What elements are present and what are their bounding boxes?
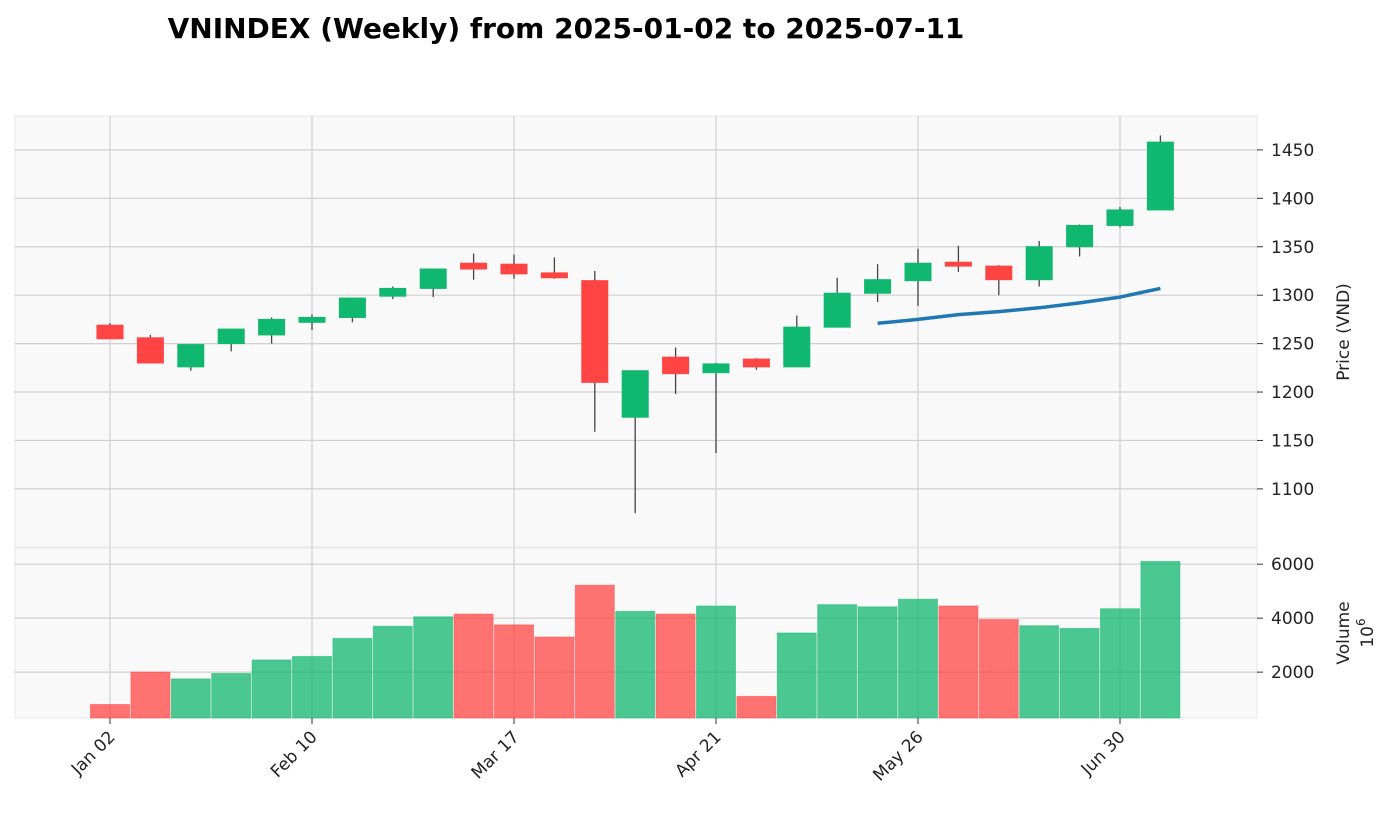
candle-body: [217, 328, 245, 345]
candle-body: [864, 279, 892, 294]
volume-bar: [736, 695, 777, 719]
volume-y-tick-label: 6000: [1271, 555, 1314, 575]
volume-bar: [130, 671, 171, 719]
candle-body: [298, 316, 326, 323]
candle-body: [338, 297, 366, 318]
volume-bar: [817, 604, 858, 719]
candle-body: [460, 262, 488, 270]
volume-bar: [898, 598, 938, 719]
volume-bar: [857, 606, 898, 719]
candle-body: [944, 261, 972, 267]
candle-body: [621, 370, 649, 418]
candle-body: [742, 358, 770, 368]
price-y-tick-label: 1250: [1271, 335, 1314, 355]
candle-body: [823, 292, 851, 328]
candle-body: [1025, 246, 1053, 281]
volume-bar: [574, 584, 615, 719]
price-y-tick-label: 1300: [1271, 286, 1314, 306]
price-y-tick-label: 1150: [1271, 431, 1314, 451]
volume-bar: [655, 613, 696, 719]
price-panel: [14, 115, 1258, 548]
candle-body: [1106, 209, 1134, 226]
volume-y-tick-label: 4000: [1271, 609, 1314, 629]
volume-bar: [978, 619, 1019, 719]
volume-y-tick-label: 2000: [1271, 663, 1314, 683]
price-y-tick-label: 1200: [1271, 383, 1314, 403]
candle-body: [540, 272, 568, 279]
volume-scale-base: 10: [1358, 626, 1378, 648]
x-tick-label: Apr 21: [671, 727, 725, 781]
volume-bar: [1140, 560, 1181, 719]
volume-bar: [170, 678, 211, 719]
x-tick-label: Jan 02: [67, 727, 120, 780]
x-tick-label: May 26: [869, 727, 927, 785]
candle-body: [379, 287, 407, 297]
volume-axis-label: Volume: [1334, 601, 1354, 664]
candle-body: [581, 280, 609, 383]
candle-body: [1066, 224, 1094, 248]
price-y-tick-label: 1100: [1271, 480, 1314, 500]
volume-bar: [494, 624, 534, 719]
candle-body: [136, 337, 164, 364]
price-y-tick-label: 1350: [1271, 238, 1314, 258]
volume-bar: [938, 605, 979, 719]
volume-bar: [90, 704, 130, 719]
candle-body: [177, 344, 205, 368]
volume-bar: [413, 616, 454, 719]
x-tick-label: Jun 30: [1077, 727, 1130, 780]
chart-title: VNINDEX (Weekly) from 2025-01-02 to 2025…: [168, 12, 965, 45]
x-tick-label: Feb 10: [267, 727, 322, 782]
price-y-tick-label: 1450: [1271, 141, 1314, 161]
price-axis-label: Price (VND): [1334, 283, 1354, 381]
candle-body: [1146, 141, 1174, 211]
volume-scale-label: 106: [1354, 618, 1378, 647]
volume-bar: [332, 637, 373, 719]
volume-bar: [251, 659, 292, 719]
volume-bar: [534, 636, 575, 719]
candle-body: [419, 268, 447, 289]
candle-body: [783, 326, 811, 368]
volume-bar: [453, 613, 494, 719]
candle-body: [702, 363, 730, 374]
volume-bar: [696, 605, 736, 719]
candle-body: [662, 356, 690, 375]
volume-bar: [1100, 608, 1140, 719]
volume-bar: [211, 672, 252, 719]
candle-body: [985, 265, 1013, 281]
x-tick-label: Mar 17: [468, 727, 524, 783]
candle-body: [258, 318, 286, 336]
price-y-tick-label: 1400: [1271, 189, 1314, 209]
volume-bar: [372, 625, 413, 719]
volume-bar: [615, 610, 656, 719]
volume-scale-exponent: 6: [1354, 618, 1368, 626]
volume-bar: [776, 632, 817, 719]
candle-body: [500, 263, 528, 275]
candle-body: [96, 324, 124, 340]
volume-bar: [292, 655, 332, 719]
volume-bar: [1059, 627, 1100, 719]
candle-body: [904, 262, 932, 282]
volume-bar: [1019, 625, 1060, 719]
moving-average-line: [877, 286, 1161, 326]
